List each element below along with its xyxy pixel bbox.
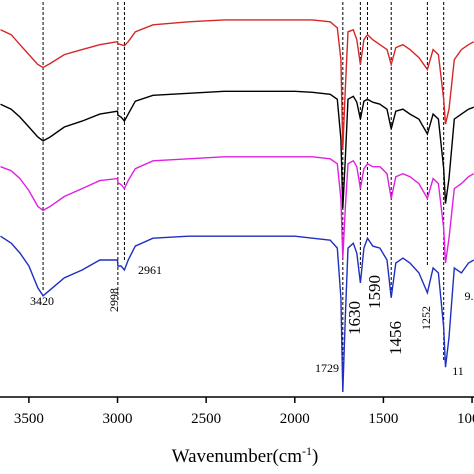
x-label-sup: -1 [302,444,312,458]
peak-label: 1729 [315,361,339,375]
spectrum-line [0,156,474,264]
spectrum-line [0,90,474,209]
peak-label: 1590 [365,275,384,309]
peak-label: 1456 [386,321,405,355]
peak-label: 3420 [30,294,54,308]
x-axis-label: Wavenumber(cm-1) [172,444,319,467]
x-label-end: ) [312,446,318,467]
peak-label: 1252 [419,306,433,330]
x-tick-label: 3500 [14,411,44,427]
x-tick-label: 1000 [457,411,474,427]
peak-label: 9. [465,289,474,303]
spectrum-line [0,235,474,393]
x-label-text: Wavenumber(cm [172,446,303,467]
peak-label: 1630 [345,301,364,335]
x-tick-label: 2500 [191,411,221,427]
spectrum-line [0,19,474,149]
x-tick-label: 1500 [368,411,398,427]
peak-label: 2998 [107,288,121,312]
peak-label: 11 [452,364,464,378]
peak-label: 2961 [138,263,162,277]
x-tick-label: 3000 [103,411,133,427]
x-tick-label: 2000 [280,411,310,427]
